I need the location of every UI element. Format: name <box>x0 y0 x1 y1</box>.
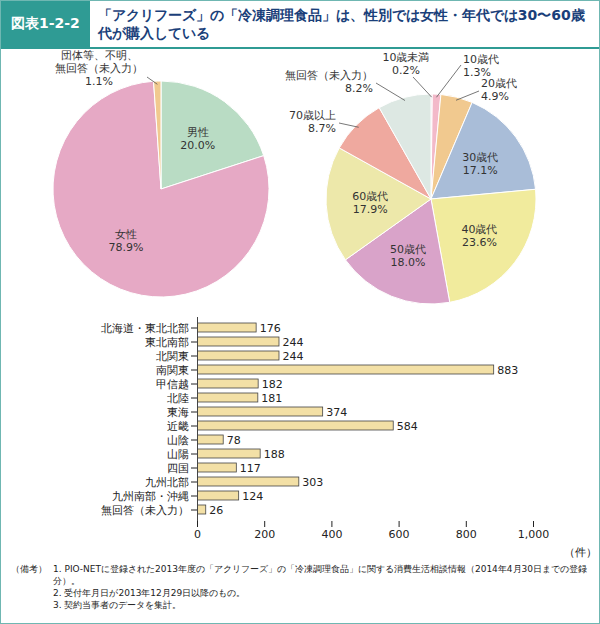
svg-text:200: 200 <box>254 528 275 541</box>
svg-text:117: 117 <box>240 462 261 475</box>
svg-text:1,000: 1,000 <box>518 528 550 541</box>
svg-text:584: 584 <box>397 420 418 433</box>
html-text:「アクリフーズ」の「冷凍調理食品」は、性別では女性・年代では: 「アクリフーズ」の「冷凍調理食品」は、性別では女性・年代では30〜60歳代が購入… <box>97 7 585 41</box>
svg-text:176: 176 <box>260 322 281 335</box>
svg-text:60歳代17.9%: 60歳代17.9% <box>352 190 388 216</box>
html-text:1. PIO-NETに登録された2013年度の「アクリフーズ: 1. PIO-NETに登録された2013年度の「アクリフーズ」の「冷凍調理食品」… <box>53 564 587 586</box>
svg-text:近畿: 近畿 <box>167 420 189 433</box>
svg-text:244: 244 <box>282 350 303 363</box>
svg-text:374: 374 <box>326 406 347 419</box>
svg-text:10歳未満0.2%: 10歳未満0.2% <box>383 51 430 77</box>
svg-text:女性78.9%: 女性78.9% <box>108 228 143 254</box>
svg-text:30歳代17.1%: 30歳代17.1% <box>462 151 498 177</box>
svg-text:20歳代4.9%: 20歳代4.9% <box>481 77 517 103</box>
svg-text:244: 244 <box>282 336 303 349</box>
svg-text:東北南部: 東北南部 <box>145 336 189 349</box>
svg-text:70歳以上8.7%: 70歳以上8.7% <box>289 109 336 135</box>
svg-text:甲信越: 甲信越 <box>156 378 189 391</box>
svg-text:182: 182 <box>262 378 283 391</box>
svg-text:400: 400 <box>321 528 342 541</box>
svg-text:北海道・東北北部: 北海道・東北北部 <box>101 322 189 335</box>
svg-text:（件）: （件） <box>564 546 597 559</box>
svg-text:東海: 東海 <box>167 406 189 419</box>
svg-text:78: 78 <box>227 434 241 447</box>
svg-text:南関東: 南関東 <box>156 364 189 377</box>
svg-text:九州南部・沖縄: 九州南部・沖縄 <box>112 490 189 503</box>
svg-text:0: 0 <box>194 528 201 541</box>
svg-text:800: 800 <box>456 528 477 541</box>
svg-text:北陸: 北陸 <box>167 392 189 405</box>
svg-text:26: 26 <box>209 504 223 517</box>
svg-text:無回答（未入力）: 無回答（未入力） <box>101 504 189 517</box>
svg-text:181: 181 <box>261 392 282 405</box>
svg-text:山陽: 山陽 <box>167 448 189 461</box>
html-text:（備考）: （備考） <box>11 564 47 574</box>
svg-text:山陰: 山陰 <box>167 434 189 447</box>
html-text:2. 受付年月日が2013年12月29日以降のもの。: 2. 受付年月日が2013年12月29日以降のもの。 <box>53 588 246 598</box>
svg-text:男性20.0%: 男性20.0% <box>180 126 215 152</box>
svg-text:124: 124 <box>242 490 263 503</box>
svg-text:四国: 四国 <box>167 462 189 475</box>
svg-text:303: 303 <box>302 476 323 489</box>
html-text:図表1-2-2: 図表1-2-2 <box>11 15 80 31</box>
svg-text:北関東: 北関東 <box>156 350 189 363</box>
svg-text:188: 188 <box>264 448 285 461</box>
svg-text:無回答（未入力）8.2%: 無回答（未入力）8.2% <box>285 69 373 95</box>
svg-text:40歳代23.6%: 40歳代23.6% <box>462 223 498 249</box>
svg-text:10歳代1.3%: 10歳代1.3% <box>463 53 499 79</box>
html-text:3. 契約当事者のデータを集計。: 3. 契約当事者のデータを集計。 <box>53 600 182 610</box>
svg-text:50歳代18.0%: 50歳代18.0% <box>390 243 426 269</box>
svg-text:九州北部: 九州北部 <box>145 476 189 489</box>
svg-text:883: 883 <box>497 364 518 377</box>
svg-text:600: 600 <box>389 528 410 541</box>
svg-text:団体等、不明、無回答（未入力）1.1%: 団体等、不明、無回答（未入力）1.1% <box>55 49 143 88</box>
